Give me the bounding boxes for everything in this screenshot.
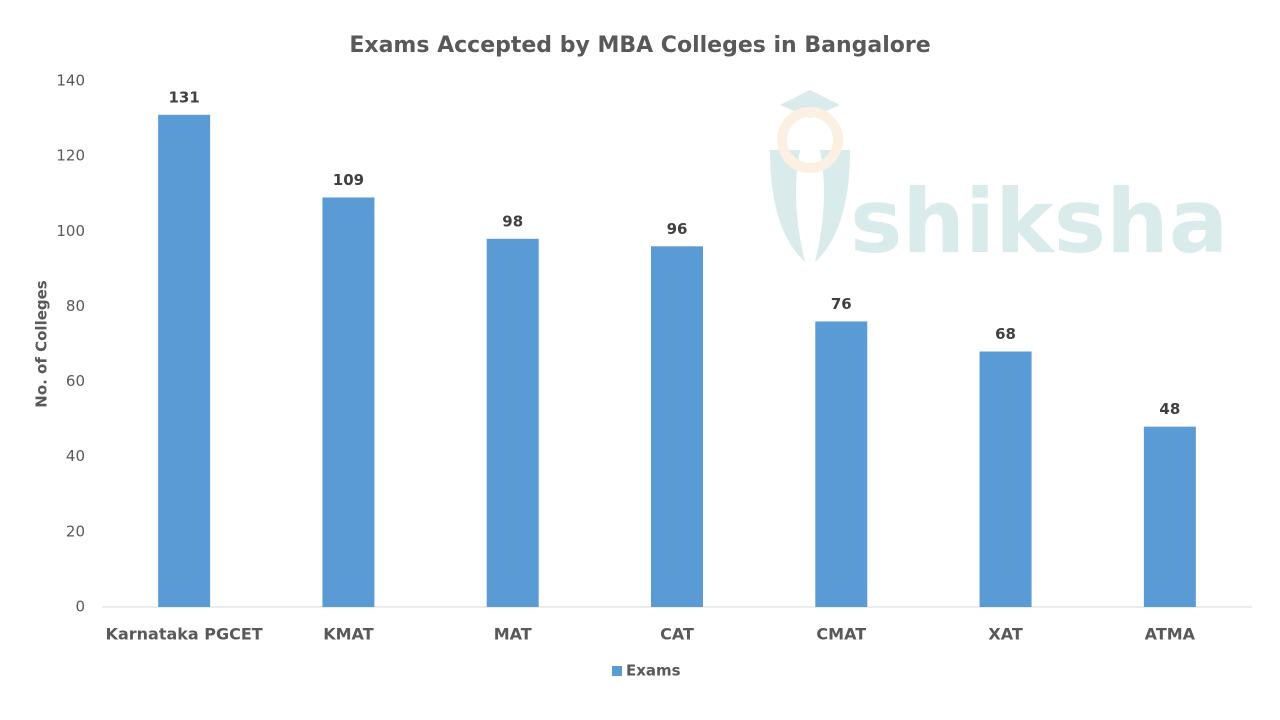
bar [979, 351, 1032, 607]
bar [651, 246, 703, 608]
x-tick-label: CMAT [816, 625, 866, 644]
watermark-leaf [770, 150, 850, 262]
watermark-text: shiksha [850, 170, 1228, 273]
legend-label: Exams [626, 662, 681, 680]
x-tick-label: XAT [988, 625, 1022, 644]
bar [815, 321, 868, 607]
y-tick-label: 20 [66, 522, 85, 540]
bar [1143, 426, 1196, 607]
y-tick-label: 0 [75, 598, 85, 616]
y-tick-label: 80 [66, 297, 85, 315]
bar [158, 114, 211, 608]
x-tick-label: MAT [494, 625, 532, 644]
y-tick-label: 140 [56, 72, 85, 90]
watermark: shiksha [770, 90, 1228, 273]
data-label: 68 [995, 325, 1016, 343]
bar [322, 197, 375, 607]
y-tick-label: 100 [56, 222, 85, 240]
data-label: 76 [831, 295, 852, 313]
x-tick-label: Karnataka PGCET [106, 625, 263, 644]
data-label: 98 [502, 212, 523, 230]
data-label: 109 [333, 171, 364, 189]
legend-swatch [612, 666, 622, 676]
y-tick-label: 40 [66, 447, 85, 465]
x-tick-label: KMAT [323, 625, 373, 644]
x-tick-label: CAT [660, 625, 694, 644]
data-label: 96 [667, 220, 688, 238]
y-tick-label: 120 [56, 147, 85, 165]
watermark-cap [780, 90, 840, 118]
x-tick-label: ATMA [1145, 625, 1196, 644]
y-tick-label: 60 [66, 372, 85, 390]
bar [486, 238, 539, 608]
data-label: 48 [1159, 400, 1180, 418]
data-label: 131 [168, 88, 199, 106]
y-axis-label: No. of Colleges [33, 280, 51, 408]
watermark-ring [777, 107, 843, 173]
chart-title: Exams Accepted by MBA Colleges in Bangal… [349, 33, 930, 58]
